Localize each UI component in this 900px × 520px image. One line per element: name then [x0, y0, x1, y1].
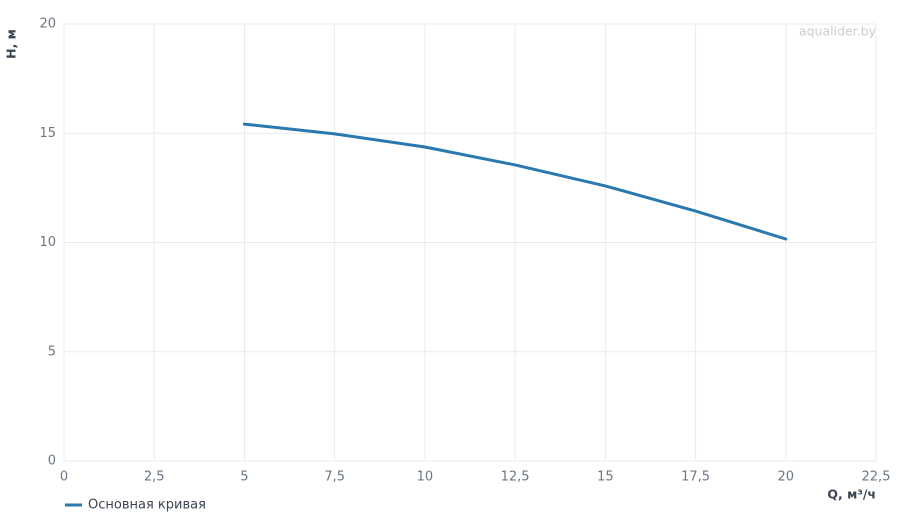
x-tick-label: 7,5 — [324, 470, 345, 485]
legend-label: Основная кривая — [88, 498, 206, 513]
y-tick-label: 10 — [39, 235, 56, 250]
x-tick-label: 0 — [60, 470, 68, 485]
x-tick-label: 17,5 — [681, 470, 710, 485]
x-tick-label: 20 — [778, 470, 795, 485]
x-tick-label: 22,5 — [862, 470, 891, 485]
y-tick-label: 15 — [39, 126, 56, 141]
watermark: aqualider.by — [799, 24, 877, 39]
x-tick-label: 15 — [597, 470, 614, 485]
x-tick-label: 10 — [417, 470, 434, 485]
y-axis-title: H, м — [4, 29, 19, 59]
x-tick-label: 5 — [240, 470, 248, 485]
y-tick-label: 20 — [39, 17, 56, 32]
line-series — [242, 122, 788, 241]
x-axis-title: Q, м³/ч — [827, 487, 876, 502]
x-tick-label: 12,5 — [501, 470, 530, 485]
y-tick-label: 5 — [48, 344, 56, 359]
y-tick-label: 0 — [48, 454, 56, 469]
x-tick-label: 2,5 — [144, 470, 165, 485]
